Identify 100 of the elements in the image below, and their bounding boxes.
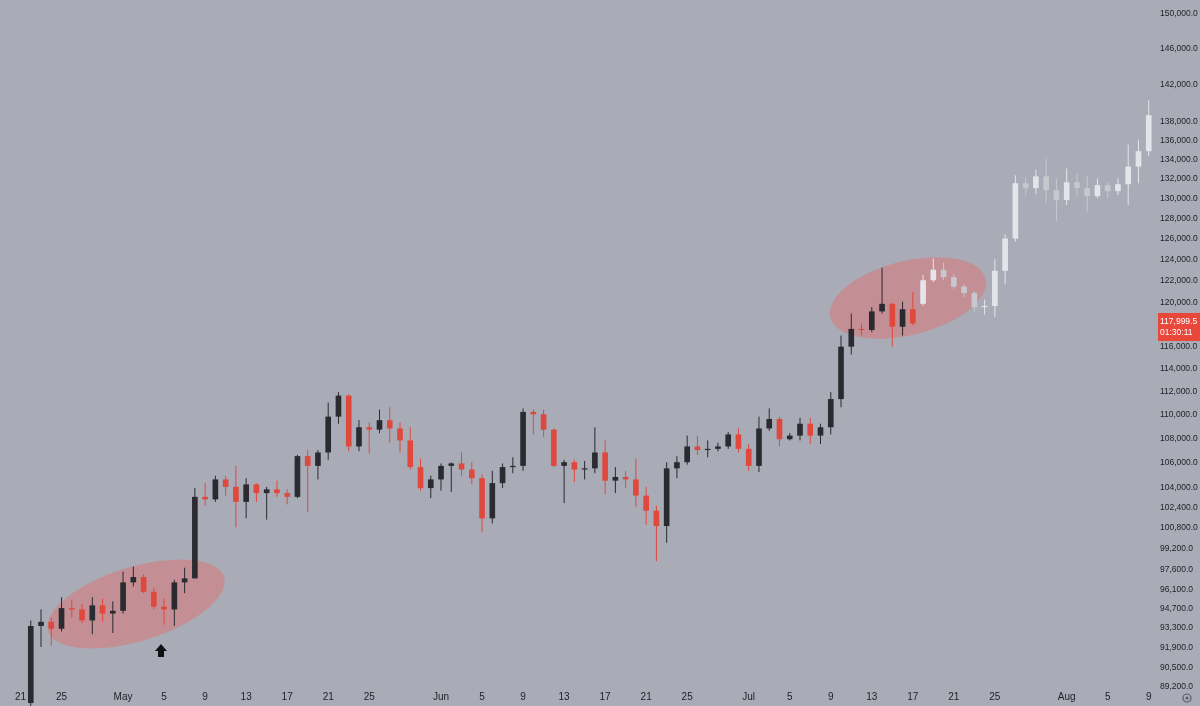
candlestick	[1094, 177, 1101, 199]
candlestick	[848, 313, 855, 355]
x-tick-label: 17	[281, 691, 294, 702]
y-tick-label: 126,000.0	[1160, 233, 1199, 244]
y-tick-label: 99,200.0	[1160, 542, 1194, 553]
candlestick	[38, 608, 44, 648]
candlestick	[674, 455, 680, 479]
y-tick-label: 138,000.0	[1160, 115, 1199, 126]
candlestick	[253, 482, 260, 503]
x-tick-label: 25	[989, 691, 1001, 702]
annotation: 117,999.5	[1160, 316, 1198, 326]
candlestick	[571, 459, 578, 483]
candlestick	[366, 422, 373, 455]
candlestick	[766, 407, 773, 432]
y-tick-label: 114,000.0	[1160, 363, 1198, 374]
candlestick	[807, 417, 814, 445]
x-tick-label: 5	[479, 691, 486, 702]
candlestick	[468, 461, 475, 485]
candlestick	[868, 306, 875, 333]
y-tick-label: 108,000.0	[1160, 432, 1199, 443]
y-tick-label: 89,200.0	[1160, 680, 1194, 691]
y-tick-label: 110,000.0	[1160, 409, 1198, 420]
x-tick-label: 21	[948, 691, 960, 702]
candlestick	[920, 274, 926, 307]
candlestick	[458, 451, 465, 477]
y-tick-label: 102,400.0	[1160, 501, 1199, 512]
candlestick	[274, 480, 280, 498]
candlestick	[243, 477, 249, 519]
x-tick-label: May	[113, 691, 133, 702]
y-tick-label: 146,000.0	[1160, 42, 1199, 53]
candlestick	[48, 617, 55, 647]
x-tick-label: 9	[1145, 691, 1152, 702]
x-tick-label: 25	[55, 691, 68, 702]
y-tick-label: 93,300.0	[1160, 622, 1194, 633]
y-tick-label: 104,000.0	[1160, 481, 1199, 492]
candlestick	[427, 475, 434, 499]
x-tick-label: 5	[161, 691, 168, 702]
x-tick-label: 21	[640, 691, 653, 702]
candlestick	[612, 466, 619, 494]
y-tick-label: 134,000.0	[1160, 153, 1199, 164]
candlestick	[715, 442, 721, 452]
x-tick-label: Aug	[1057, 691, 1076, 702]
x-tick-label: 25	[681, 691, 694, 702]
candlestick	[1043, 158, 1049, 204]
x-tick-label: 21	[322, 691, 335, 702]
y-tick-label: 150,000.0	[1160, 7, 1199, 18]
candlestick	[58, 596, 65, 633]
x-tick-label: 17	[907, 691, 919, 702]
x-tick-label: 5	[1104, 691, 1111, 702]
candlestick	[1135, 139, 1142, 184]
y-tick-label: 136,000.0	[1160, 134, 1199, 145]
x-tick-label: 13	[240, 691, 253, 702]
candlestick	[222, 475, 229, 497]
candlestick	[386, 406, 393, 444]
y-tick-label: 120,000.0	[1160, 296, 1199, 307]
x-tick-label: 9	[827, 691, 834, 702]
candlestick	[315, 449, 321, 480]
candlestick	[263, 486, 270, 521]
y-tick-label: 128,000.0	[1160, 213, 1199, 224]
candlestick	[1074, 172, 1080, 197]
candlestick	[140, 573, 147, 594]
y-tick-label: 122,000.0	[1160, 275, 1199, 286]
candlestick	[684, 435, 690, 466]
candlestick	[110, 600, 116, 634]
candlestick	[89, 596, 96, 635]
candlestick	[233, 465, 239, 528]
y-tick-label: 97,600.0	[1160, 564, 1194, 575]
candlestick	[448, 461, 455, 493]
candlestick	[745, 443, 752, 472]
candlestick	[910, 291, 916, 327]
x-tick-label: 17	[599, 691, 612, 702]
candlestick	[376, 409, 383, 434]
candlestick	[797, 417, 803, 441]
candlestick	[961, 284, 967, 298]
candlestick	[438, 462, 444, 492]
candlestick	[99, 598, 106, 623]
candlestick	[592, 426, 598, 474]
candlestick	[879, 267, 885, 315]
candlestick	[817, 423, 824, 445]
x-tick-label: 9	[202, 691, 209, 702]
candlestick	[633, 458, 639, 508]
y-tick-label: 90,500.0	[1160, 661, 1194, 672]
candlestick	[356, 419, 362, 452]
y-tick-label: 130,000.0	[1160, 193, 1199, 204]
candlestick	[899, 301, 906, 337]
y-tick-label: 124,000.0	[1160, 254, 1199, 265]
candlestick	[397, 422, 403, 453]
candlestick	[79, 603, 85, 624]
x-tick-label: 5	[786, 691, 793, 702]
candlestick	[1125, 143, 1132, 206]
candlestick	[694, 435, 701, 456]
y-tick-label: 100,800.0	[1160, 522, 1199, 533]
candlestick	[304, 449, 311, 513]
y-tick-label: 106,000.0	[1160, 457, 1199, 468]
x-tick-label: 13	[866, 691, 878, 702]
y-tick-label: 94,700.0	[1160, 603, 1194, 614]
annotation: 01:30:11	[1160, 327, 1193, 337]
candlestick	[561, 459, 567, 504]
candlestick	[1115, 177, 1121, 196]
candlestick	[1033, 169, 1039, 195]
